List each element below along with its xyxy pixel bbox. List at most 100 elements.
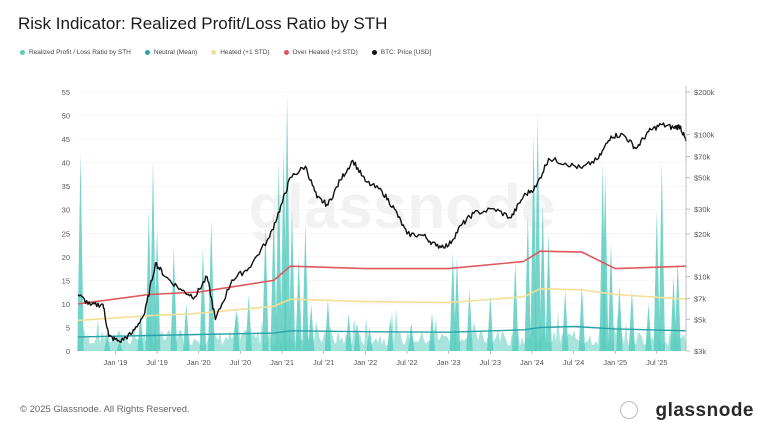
y-right-tick-label: $5k: [694, 315, 706, 324]
y-left-tick-label: 30: [62, 206, 70, 215]
ratio-spike: [607, 242, 615, 351]
x-tick-label: Jul '21: [313, 358, 334, 367]
legend-item-ratio[interactable]: Realized Profit / Loss Ratio by STH: [20, 49, 131, 56]
ratio-spike: [616, 285, 623, 351]
legend-item-btc-price[interactable]: BTC: Price [USD]: [371, 49, 432, 56]
ratio-spike: [233, 308, 240, 351]
ratio-spike: [602, 172, 609, 351]
x-tick-label: Jan '21: [270, 358, 294, 367]
y-left-tick-label: 5: [66, 323, 70, 332]
ratio-spike: [104, 336, 111, 351]
ratio-spike: [324, 299, 332, 351]
btc-price-layer: [77, 122, 687, 344]
y-right-tick-label: $7k: [694, 295, 706, 304]
ratio-spike: [530, 134, 537, 351]
heated-1std-line: [77, 287, 687, 322]
legend-dot-icon: [283, 50, 289, 55]
ratio-spike: [645, 303, 652, 351]
ratio-spike: [387, 318, 394, 351]
legend-dot-icon: [144, 50, 150, 55]
ratio-spike: [262, 223, 269, 351]
ratio-spike: [653, 209, 660, 351]
x-tick-label: Jan '20: [187, 358, 211, 367]
ratio-spike: [453, 256, 461, 351]
btc-price-line: [77, 122, 687, 344]
overheated-2std-line: [77, 250, 687, 305]
ratio-spike: [295, 256, 302, 351]
chart-watermark: glassnode: [249, 173, 556, 242]
ratio-spike: [562, 289, 569, 351]
ratio-spike: [283, 94, 291, 352]
y-left-tick-label: 20: [62, 253, 70, 262]
grid-layer: glassnode: [78, 91, 686, 352]
page-title: Risk Indicator: Realized Profit/Loss Rat…: [18, 14, 388, 33]
y-left-tick-label: 45: [62, 135, 70, 144]
y-right-tick-label: $10k: [694, 273, 711, 282]
x-tick-label: Jul '20: [230, 358, 251, 367]
copyright-footer: © 2025 Glassnode. All Rights Reserved.: [20, 404, 190, 415]
x-tick-label: Jan '23: [437, 358, 461, 367]
ratio-spike: [308, 303, 315, 351]
y-left-tick-label: 0: [66, 347, 70, 356]
ratio-spike: [674, 261, 681, 351]
legend-label: Heated (+1 STD): [220, 49, 270, 56]
x-tick-label: Jan '22: [353, 358, 377, 367]
ratio-spike: [199, 247, 207, 351]
glassnode-logo-icon: [620, 401, 638, 419]
y-right-tick-label: $200k: [694, 88, 715, 97]
ratio-spike: [208, 219, 215, 351]
y-right-tick-label: $3k: [694, 347, 706, 356]
ratio-spike: [302, 223, 309, 351]
legend-item-neutral[interactable]: Neutral (Mean): [144, 49, 198, 56]
y-left-tick-label: 55: [62, 88, 70, 97]
x-tick-label: Jan '24: [520, 358, 544, 367]
legend-label: BTC: Price [USD]: [380, 49, 432, 56]
x-tick-label: Jan '19: [104, 358, 128, 367]
legend-item-overheated[interactable]: Over Heated (+2 STD): [283, 49, 358, 56]
y-left-tick-label: 25: [62, 229, 70, 238]
axes-layer: 0 5 10 15 20 25 30 35 40 45 50 55 $3k $5k $7k $10k $20k $…: [62, 86, 715, 367]
x-tick-label: Jul '24: [563, 358, 584, 367]
y-left-tick-label: 10: [62, 300, 70, 309]
ratio-spike: [153, 228, 161, 351]
ratio-spike: [545, 233, 552, 351]
ratio-spike: [353, 322, 361, 351]
legend-label: Over Heated (+2 STD): [292, 49, 358, 56]
y-left-tick-label: 40: [62, 159, 70, 168]
x-tick-label: Jul '19: [146, 358, 167, 367]
x-tick-label: Jul '22: [396, 358, 417, 367]
ratio-spike: [116, 341, 123, 351]
ratio-spike: [539, 200, 546, 351]
ratio-spike: [408, 322, 415, 351]
y-right-tick-label: $100k: [694, 131, 715, 140]
x-tick-label: Jul '25: [646, 358, 667, 367]
legend-dot-icon: [20, 50, 25, 55]
y-left-tick-label: 15: [62, 276, 70, 285]
ratio-spike: [487, 294, 494, 351]
ratio-spike: [578, 285, 586, 351]
glassnode-watermark: glassnode: [655, 400, 754, 421]
legend-label: Realized Profit / Loss Ratio by STH: [29, 49, 131, 56]
y-left-tick-label: 35: [62, 182, 70, 191]
ratio-spike: [658, 162, 665, 351]
legend-dot-icon: [211, 50, 217, 55]
x-tick-label: Jul '23: [480, 358, 501, 367]
legend-dot-icon: [371, 50, 377, 55]
ratio-spike: [137, 313, 144, 351]
ratio-spike: [466, 289, 473, 351]
bands-layer: [77, 250, 687, 338]
ratio-spike: [534, 115, 541, 351]
ratio-spike: [512, 261, 519, 351]
ratio-spike: [245, 294, 252, 351]
ratio-spike: [366, 327, 373, 351]
ratio-spike: [524, 214, 531, 351]
ratio-spike: [628, 289, 636, 351]
y-right-tick-label: $20k: [694, 230, 711, 239]
ratio-spike: [183, 303, 190, 351]
legend-label: Neutral (Mean): [153, 49, 198, 56]
ratio-spike: [670, 275, 677, 351]
legend-item-heated[interactable]: Heated (+1 STD): [211, 49, 270, 56]
ratio-baseline-area: [78, 306, 686, 351]
y-right-tick-label: $50k: [694, 173, 711, 182]
